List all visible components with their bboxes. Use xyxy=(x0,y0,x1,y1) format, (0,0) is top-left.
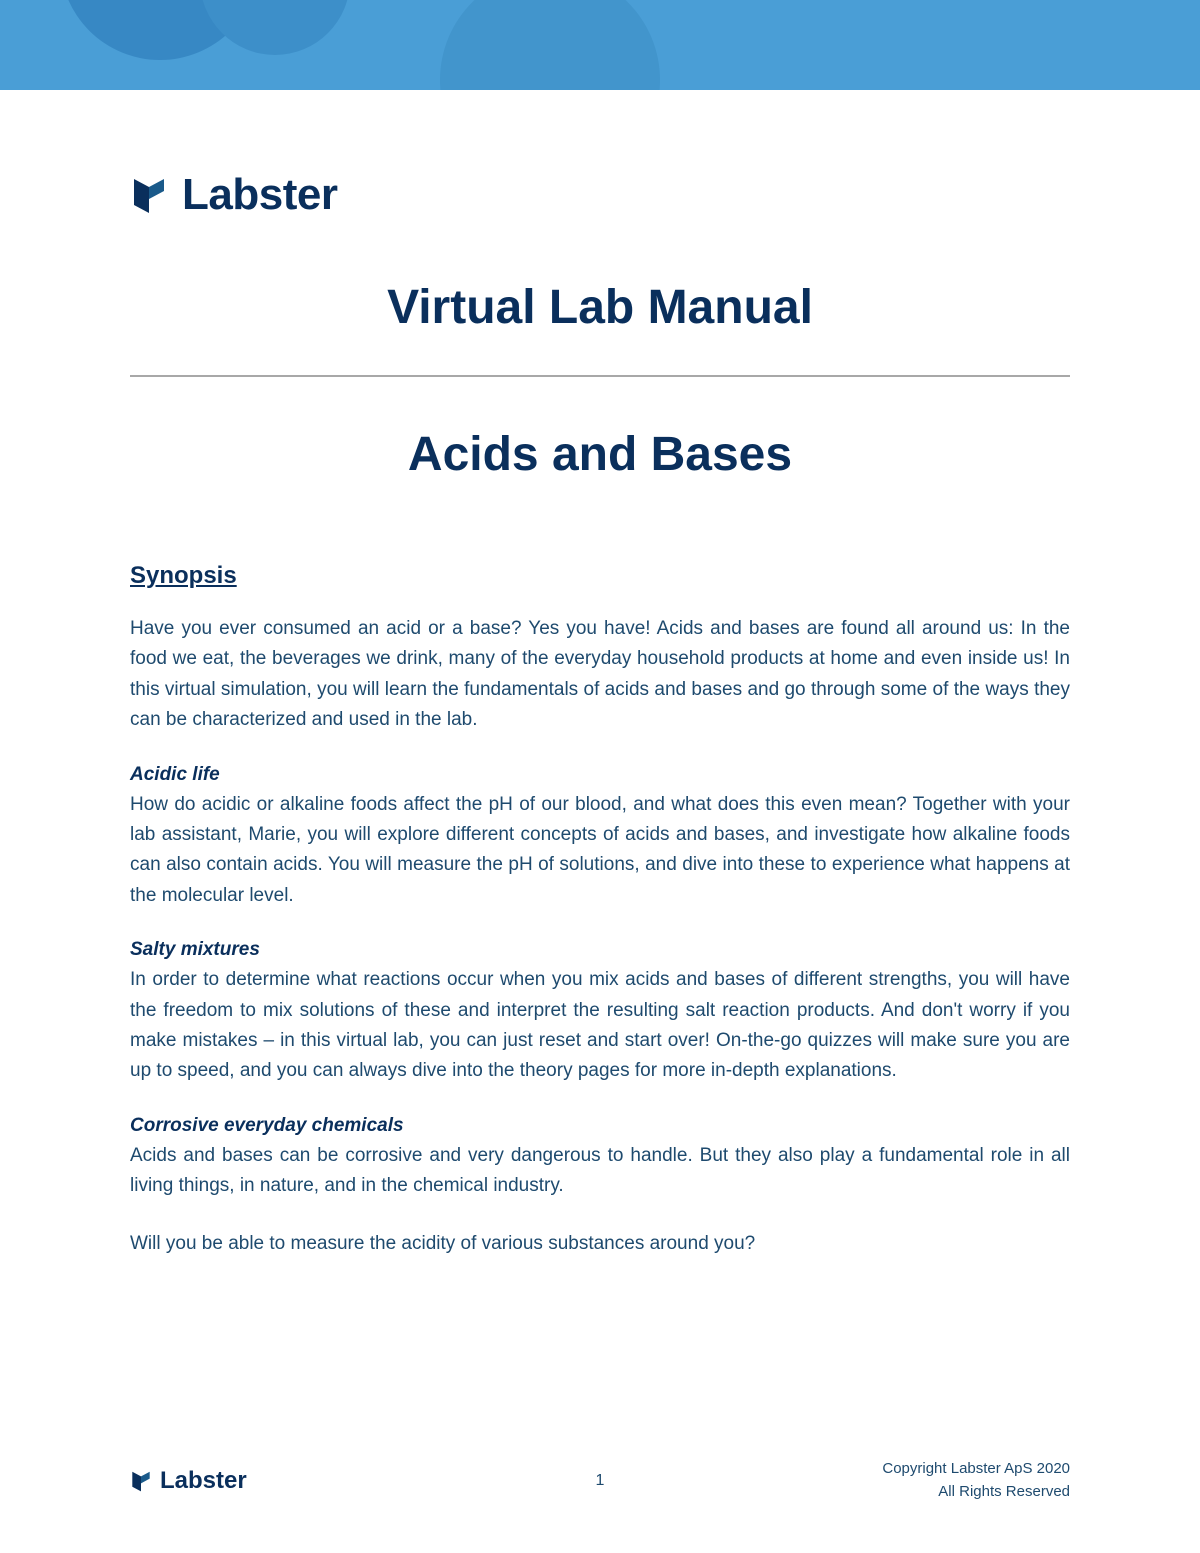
synopsis-part: Acidic life How do acidic or alkaline fo… xyxy=(130,764,1070,912)
synopsis-closing-paragraph: Will you be able to measure the acidity … xyxy=(130,1229,1070,1259)
footer-brand-logo: Labster xyxy=(130,1467,247,1495)
copyright-line: All Rights Reserved xyxy=(882,1481,1070,1504)
part-body: How do acidic or alkaline foods affect t… xyxy=(130,790,1070,912)
title-divider xyxy=(130,375,1070,377)
part-title: Salty mixtures xyxy=(130,939,1070,961)
part-body: In order to determine what reactions occ… xyxy=(130,965,1070,1087)
document-content: Labster Virtual Lab Manual Acids and Bas… xyxy=(0,90,1200,1260)
synopsis-part: Corrosive everyday chemicals Acids and b… xyxy=(130,1115,1070,1202)
synopsis-intro-paragraph: Have you ever consumed an acid or a base… xyxy=(130,614,1070,736)
footer-brand-name: Labster xyxy=(160,1467,247,1495)
brand-logo: Labster xyxy=(130,170,1070,220)
copyright-text: Copyright Labster ApS 2020 All Rights Re… xyxy=(882,1458,1070,1503)
part-title: Acidic life xyxy=(130,764,1070,786)
header-banner xyxy=(0,0,1200,90)
document-title: Virtual Lab Manual xyxy=(130,280,1070,335)
part-body: Acids and bases can be corrosive and ver… xyxy=(130,1141,1070,1202)
labster-logo-icon xyxy=(130,173,168,217)
synopsis-heading: Synopsis xyxy=(130,562,1070,590)
page-footer: Labster 1 Copyright Labster ApS 2020 All… xyxy=(0,1458,1200,1503)
copyright-line: Copyright Labster ApS 2020 xyxy=(882,1458,1070,1481)
document-subtitle: Acids and Bases xyxy=(130,427,1070,482)
banner-decoration-circle xyxy=(440,0,660,90)
synopsis-part: Salty mixtures In order to determine wha… xyxy=(130,939,1070,1087)
brand-name: Labster xyxy=(182,170,337,220)
banner-decoration-circle xyxy=(200,0,350,55)
page-number: 1 xyxy=(596,1472,605,1490)
labster-logo-icon xyxy=(130,1468,152,1494)
part-title: Corrosive everyday chemicals xyxy=(130,1115,1070,1137)
